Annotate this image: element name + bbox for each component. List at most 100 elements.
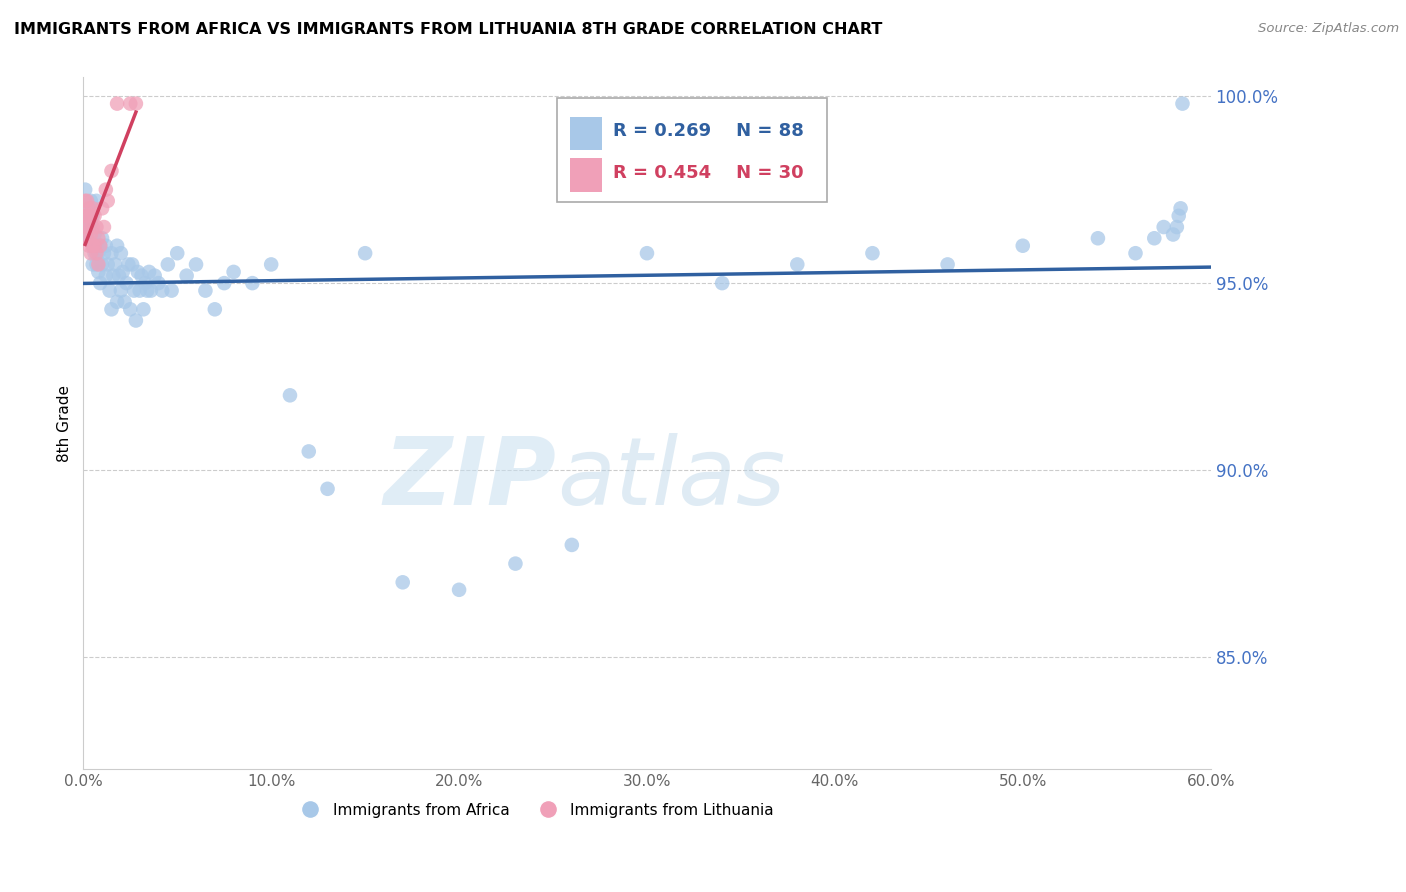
Point bbox=[89, 238, 111, 252]
Text: IMMIGRANTS FROM AFRICA VS IMMIGRANTS FROM LITHUANIA 8TH GRADE CORRELATION CHART: IMMIGRANTS FROM AFRICA VS IMMIGRANTS FRO… bbox=[14, 22, 883, 37]
Point bbox=[100, 302, 122, 317]
Point bbox=[89, 276, 111, 290]
Point bbox=[316, 482, 339, 496]
Point bbox=[786, 257, 808, 271]
Point bbox=[82, 220, 104, 235]
Point bbox=[87, 231, 110, 245]
Point bbox=[1087, 231, 1109, 245]
Point bbox=[77, 238, 100, 252]
Text: Source: ZipAtlas.com: Source: ZipAtlas.com bbox=[1258, 22, 1399, 36]
Point bbox=[120, 302, 142, 317]
Point bbox=[83, 227, 105, 242]
Point bbox=[121, 257, 143, 271]
Point bbox=[105, 96, 128, 111]
Point bbox=[242, 276, 264, 290]
Point bbox=[83, 246, 105, 260]
Point bbox=[82, 238, 104, 252]
Point bbox=[82, 202, 104, 216]
Point bbox=[76, 231, 98, 245]
Point bbox=[125, 96, 148, 111]
Point bbox=[82, 238, 104, 252]
Point bbox=[86, 220, 108, 235]
Point bbox=[100, 246, 122, 260]
Point bbox=[105, 238, 128, 252]
Point bbox=[83, 209, 105, 223]
Point bbox=[1153, 220, 1175, 235]
Point bbox=[128, 284, 150, 298]
Point bbox=[87, 257, 110, 271]
Point bbox=[94, 238, 117, 252]
Point bbox=[75, 183, 97, 197]
Point bbox=[82, 257, 104, 271]
Point bbox=[97, 257, 120, 271]
Point bbox=[184, 257, 207, 271]
Point bbox=[110, 284, 132, 298]
Point bbox=[80, 227, 103, 242]
Point bbox=[76, 231, 98, 245]
Point bbox=[138, 265, 160, 279]
Point bbox=[108, 268, 131, 283]
Text: R = 0.269    N = 88: R = 0.269 N = 88 bbox=[613, 122, 804, 140]
Point bbox=[1161, 227, 1184, 242]
Point bbox=[80, 209, 103, 223]
Point bbox=[83, 238, 105, 252]
Point bbox=[160, 284, 183, 298]
Legend: Immigrants from Africa, Immigrants from Lithuania: Immigrants from Africa, Immigrants from … bbox=[288, 797, 780, 824]
Point bbox=[86, 246, 108, 260]
Text: ZIP: ZIP bbox=[384, 433, 557, 524]
Point bbox=[260, 257, 283, 271]
Point bbox=[166, 246, 188, 260]
Point bbox=[103, 268, 125, 283]
Point bbox=[136, 284, 159, 298]
Point bbox=[636, 246, 658, 260]
Point bbox=[139, 284, 162, 298]
Point bbox=[1171, 96, 1194, 111]
Point bbox=[104, 257, 127, 271]
Point bbox=[91, 231, 114, 245]
Point bbox=[278, 388, 301, 402]
Bar bbox=[571, 117, 602, 150]
Text: atlas: atlas bbox=[557, 434, 785, 524]
Point bbox=[77, 220, 100, 235]
Point bbox=[194, 284, 217, 298]
Point bbox=[212, 276, 235, 290]
Point bbox=[111, 265, 134, 279]
Point bbox=[222, 265, 245, 279]
Point bbox=[176, 268, 198, 283]
Point bbox=[449, 582, 471, 597]
Point bbox=[86, 238, 108, 252]
Y-axis label: 8th Grade: 8th Grade bbox=[58, 384, 72, 462]
Point bbox=[862, 246, 884, 260]
Point bbox=[148, 276, 170, 290]
Point bbox=[1125, 246, 1147, 260]
Point bbox=[110, 246, 132, 260]
Point bbox=[76, 194, 98, 208]
Point bbox=[1011, 238, 1033, 252]
Point bbox=[120, 96, 142, 111]
Bar bbox=[571, 159, 602, 192]
Point bbox=[94, 183, 117, 197]
Point bbox=[93, 246, 115, 260]
Point bbox=[91, 202, 114, 216]
Point bbox=[156, 257, 179, 271]
Point bbox=[75, 220, 97, 235]
Point bbox=[298, 444, 321, 458]
Point bbox=[91, 257, 114, 271]
Point bbox=[89, 238, 111, 252]
Text: R = 0.454    N = 30: R = 0.454 N = 30 bbox=[613, 164, 804, 182]
Point bbox=[82, 209, 104, 223]
Point bbox=[94, 268, 117, 283]
Point bbox=[75, 209, 97, 223]
Point bbox=[354, 246, 377, 260]
Point bbox=[127, 265, 149, 279]
Point bbox=[87, 265, 110, 279]
Point bbox=[105, 294, 128, 309]
Point bbox=[1167, 209, 1189, 223]
Point bbox=[936, 257, 959, 271]
Point bbox=[1166, 220, 1188, 235]
Point bbox=[76, 209, 98, 223]
Point bbox=[131, 268, 153, 283]
Point bbox=[505, 557, 527, 571]
Point bbox=[98, 284, 121, 298]
FancyBboxPatch shape bbox=[557, 98, 827, 202]
